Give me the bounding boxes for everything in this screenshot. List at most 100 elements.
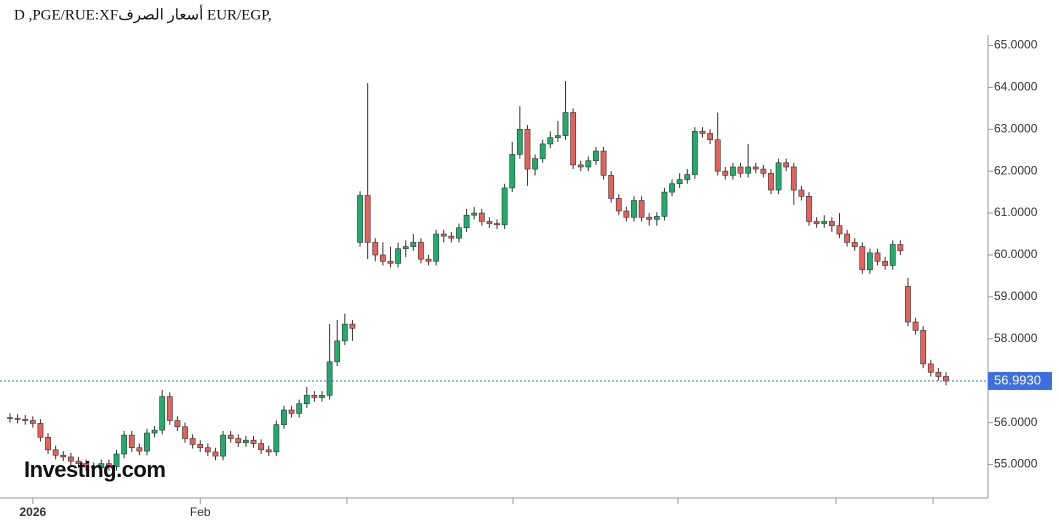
candle-body: [197, 444, 204, 449]
y-tick-label: 59.0000: [994, 289, 1038, 303]
candle-body: [288, 409, 295, 414]
candle-body: [395, 248, 401, 264]
candle-body: [281, 409, 287, 425]
candle-body: [52, 449, 59, 456]
candle-body: [501, 187, 508, 226]
candle-body: [867, 252, 873, 270]
candle-body: [494, 223, 500, 226]
candle-body: [691, 131, 698, 175]
candle-body: [14, 418, 21, 420]
y-tick-label: 63.0000: [994, 121, 1038, 135]
candle-body: [851, 242, 858, 247]
candle-body: [433, 233, 440, 262]
candle-body: [828, 221, 835, 226]
candle-body: [204, 447, 211, 453]
candle-body: [760, 168, 767, 174]
candle-body: [303, 395, 310, 405]
candle-body: [182, 426, 188, 439]
candle-body: [707, 133, 713, 141]
candle-body: [737, 166, 744, 174]
candle-body: [273, 424, 280, 453]
candle-body: [555, 135, 561, 138]
candle-body: [882, 260, 889, 266]
candle-body: [151, 429, 158, 434]
candle-body: [311, 395, 318, 398]
y-tick-label: 55.0000: [994, 457, 1038, 471]
candle-body: [912, 321, 919, 331]
candle-body: [676, 179, 683, 185]
candle-body: [166, 396, 173, 421]
candle-body: [67, 456, 74, 462]
candle-body: [159, 396, 166, 431]
candle-body: [836, 225, 843, 235]
candle-body: [235, 438, 242, 443]
candle-body: [935, 371, 942, 377]
candle-body: [752, 166, 759, 170]
candle-body: [615, 198, 622, 212]
candle-body: [372, 242, 379, 256]
candle-body: [600, 150, 607, 176]
candle-body: [90, 466, 97, 469]
candle-body: [364, 195, 371, 243]
candle-body: [478, 212, 485, 222]
candle-body: [250, 439, 257, 444]
candle-body: [775, 162, 782, 191]
candle-body: [730, 166, 736, 176]
y-tick-label: 65.0000: [994, 38, 1038, 52]
candle-body: [334, 340, 341, 363]
candle-body: [631, 200, 637, 218]
candle-body: [463, 214, 470, 229]
candle-body: [927, 363, 934, 373]
y-tick-label: 64.0000: [994, 80, 1038, 94]
candle-body: [212, 451, 219, 457]
candle-body: [45, 436, 51, 451]
candle-body: [798, 189, 805, 197]
candle-body: [813, 221, 820, 224]
candle-body: [387, 260, 394, 264]
candle-body: [874, 252, 881, 262]
chart-title: D ,PGE/RUE:XFأسعار الصرف EUR/EGP,: [14, 4, 272, 23]
candle-body: [684, 174, 691, 180]
candle-body: [7, 417, 13, 419]
y-tick-label: 58.0000: [994, 331, 1038, 345]
last-price-label: 56.9930: [994, 372, 1041, 387]
candle-body: [60, 454, 67, 458]
candle-body: [585, 160, 592, 168]
candle-body: [258, 443, 265, 451]
candle-body: [227, 434, 234, 439]
candle-body: [83, 463, 89, 467]
candle-body: [646, 216, 653, 220]
candle-body: [349, 323, 356, 329]
candle-body: [113, 453, 120, 467]
candle-body: [768, 172, 774, 191]
candle-body: [265, 449, 272, 453]
candle-body: [844, 233, 850, 243]
candle-body: [623, 210, 630, 218]
candle-body: [98, 463, 105, 469]
candle-body: [418, 242, 424, 260]
candle-body: [790, 166, 797, 191]
candle-body: [562, 112, 569, 136]
candle-body: [220, 434, 226, 457]
candle-body: [243, 439, 249, 443]
x-tick-label: 2026: [19, 505, 46, 519]
candle-body: [722, 170, 729, 176]
candle-body: [661, 191, 668, 217]
candle-body: [22, 418, 29, 421]
candle-body: [547, 137, 554, 145]
candle-body: [136, 447, 143, 452]
candle-body: [699, 131, 706, 134]
candle-body: [174, 420, 181, 428]
y-tick-label: 60.0000: [994, 247, 1038, 261]
candle-body: [897, 244, 904, 252]
y-tick-label: 56.0000: [994, 415, 1038, 429]
candle-body: [471, 212, 478, 216]
candle-body: [341, 323, 348, 342]
candle-body: [425, 258, 432, 262]
candle-body: [509, 154, 516, 189]
candle-body: [106, 463, 112, 467]
month-ticks: [346, 498, 934, 504]
candle-body: [121, 434, 128, 455]
candle-body: [402, 246, 409, 249]
candle-body: [806, 196, 812, 222]
